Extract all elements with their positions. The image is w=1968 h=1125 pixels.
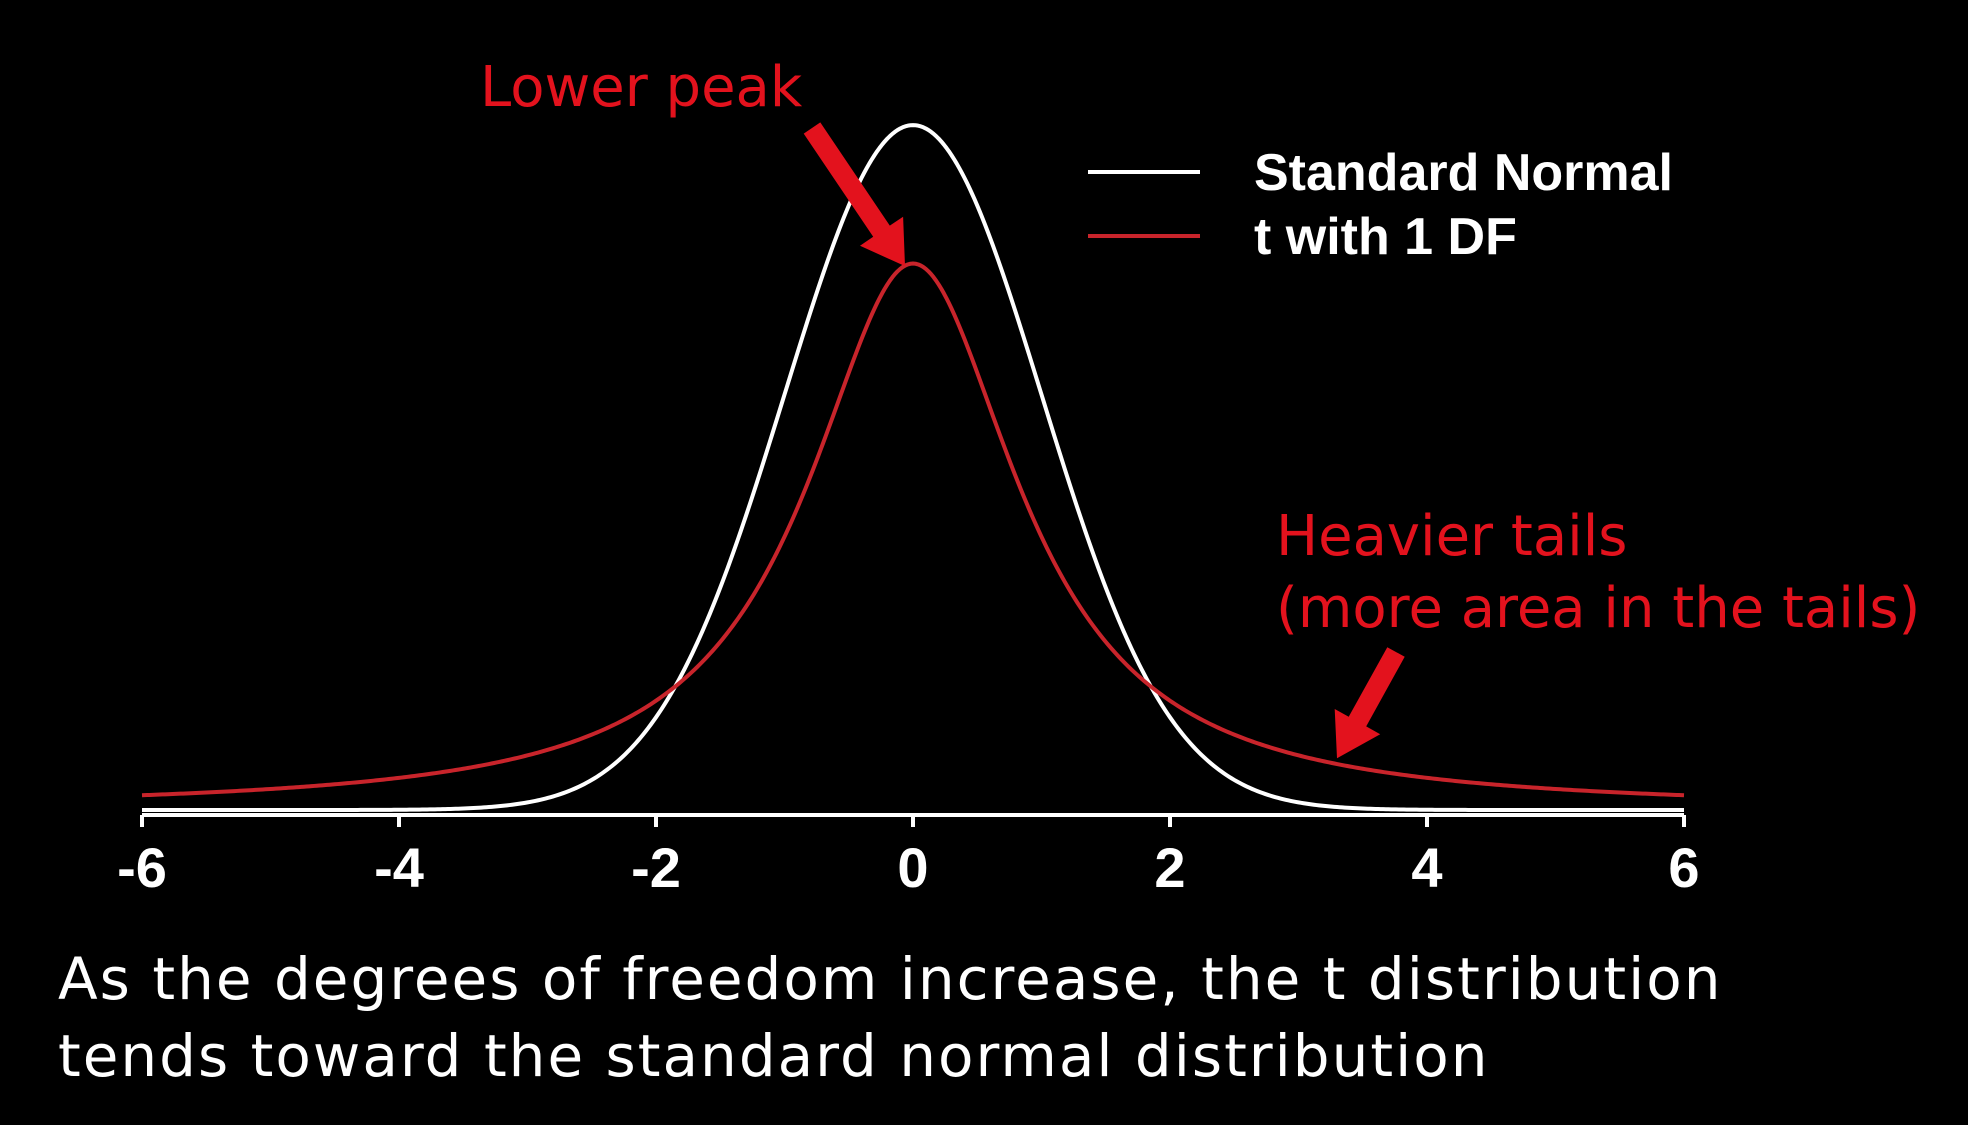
annotation-heavier-tails-line-1: Heavier tails — [1276, 504, 1627, 569]
x-tick-label-3: 0 — [897, 836, 928, 899]
x-tick-label-0: -6 — [117, 836, 167, 899]
caption-line-1: As the degrees of freedom increase, the … — [58, 945, 1723, 1013]
x-axis: -6 -4 -2 0 2 4 6 — [117, 813, 1700, 899]
x-tick-label-5: 4 — [1411, 836, 1442, 899]
legend-label-1: t with 1 DF — [1254, 208, 1517, 266]
caption-line-2: tends toward the standard normal distrib… — [58, 1022, 1490, 1090]
legend-label-0: Standard Normal — [1254, 144, 1673, 202]
annotation-arrow-lower-peak — [803, 122, 905, 267]
series-layer — [141, 123, 1685, 812]
series-line-standard-normal — [142, 123, 1684, 812]
annotations: Lower peak Heavier tails (more area in the… — [480, 55, 1920, 759]
annotation-lower-peak: Lower peak — [480, 55, 803, 120]
legend: Standard Normal t with 1 DF — [1088, 144, 1673, 266]
x-tick-label-4: 2 — [1154, 836, 1185, 899]
x-tick-label-6: 6 — [1668, 836, 1699, 899]
annotation-arrow-heavier-tails — [1334, 647, 1405, 759]
x-tick-label-1: -4 — [374, 836, 424, 899]
x-tick-label-2: -2 — [631, 836, 681, 899]
annotation-heavier-tails-line-2: (more area in the tails) — [1276, 576, 1920, 641]
series-line-t-1df — [141, 261, 1685, 798]
